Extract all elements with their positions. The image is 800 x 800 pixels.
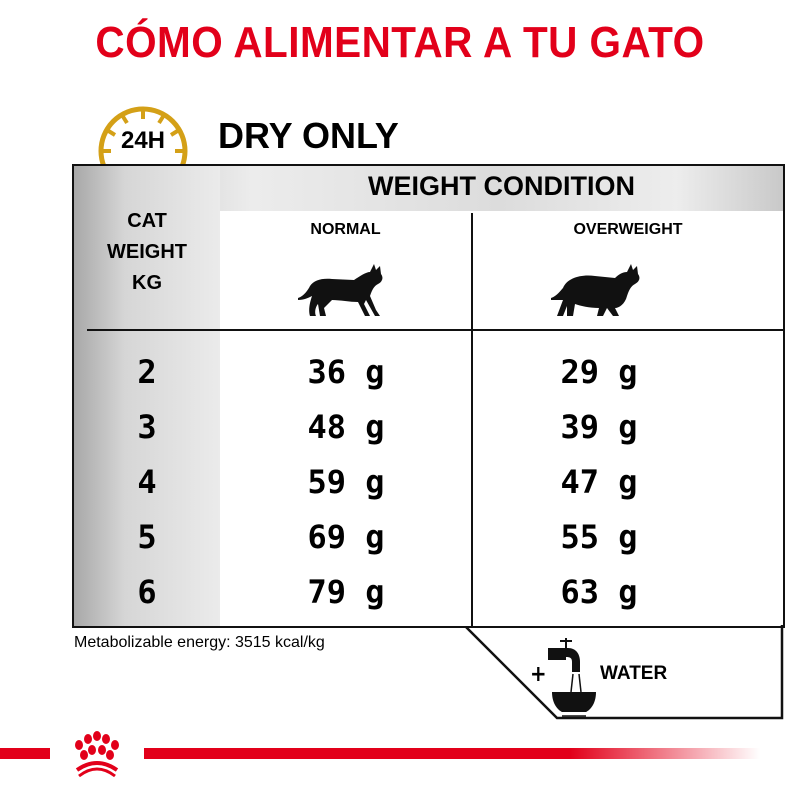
cat-weight-header: CAT WEIGHT KG [74, 206, 220, 299]
weight-cell: 4 [137, 463, 157, 501]
feeding-table: WEIGHT CONDITION CAT WEIGHT KG NORMAL OV… [72, 164, 785, 628]
water-label: WATER [600, 663, 668, 684]
weight-condition-header: WEIGHT CONDITION [368, 171, 635, 201]
weight-cell: 6 [137, 573, 157, 611]
cat-overweight-icon [551, 264, 640, 316]
column-divider [471, 213, 473, 626]
water-box [465, 625, 784, 720]
overweight-amount-cell: 39 g [560, 408, 638, 446]
overweight-amount-cell: 47 g [560, 463, 638, 501]
normal-amount-cell: 69 g [307, 518, 385, 556]
page-title: CÓMO ALIMENTAR A TU GATO [95, 18, 705, 67]
overweight-amount-cell: 29 g [560, 353, 638, 391]
weight-cell: 5 [137, 518, 157, 556]
column-header-normal: NORMAL [310, 221, 381, 238]
feeding-type-heading: DRY ONLY [218, 115, 399, 156]
plus-sign: + [530, 662, 547, 687]
brand-stripe [0, 748, 760, 759]
header-divider [87, 329, 783, 331]
weight-column [74, 166, 220, 626]
normal-amount-cell: 59 g [307, 463, 385, 501]
normal-amount-cell: 48 g [307, 408, 385, 446]
royal-canin-crown-icon [50, 730, 144, 780]
overweight-amount-cell: 63 g [560, 573, 638, 611]
cat-normal-icon [298, 264, 383, 316]
water-tap-bowl-icon [548, 638, 596, 717]
metabolizable-energy-note: Metabolizable energy: 3515 kcal/kg [74, 634, 325, 651]
row-header-line: CAT [127, 210, 167, 232]
clock-label: 24H [120, 127, 166, 154]
weight-cell: 3 [137, 408, 157, 446]
normal-amount-cell: 79 g [307, 573, 385, 611]
weight-cell: 2 [137, 353, 157, 391]
normal-amount-cell: 36 g [307, 353, 385, 391]
overweight-amount-cell: 55 g [560, 518, 638, 556]
column-header-overweight: OVERWEIGHT [573, 221, 683, 238]
row-header-line: WEIGHT [107, 241, 187, 263]
row-header-line: KG [132, 272, 162, 294]
